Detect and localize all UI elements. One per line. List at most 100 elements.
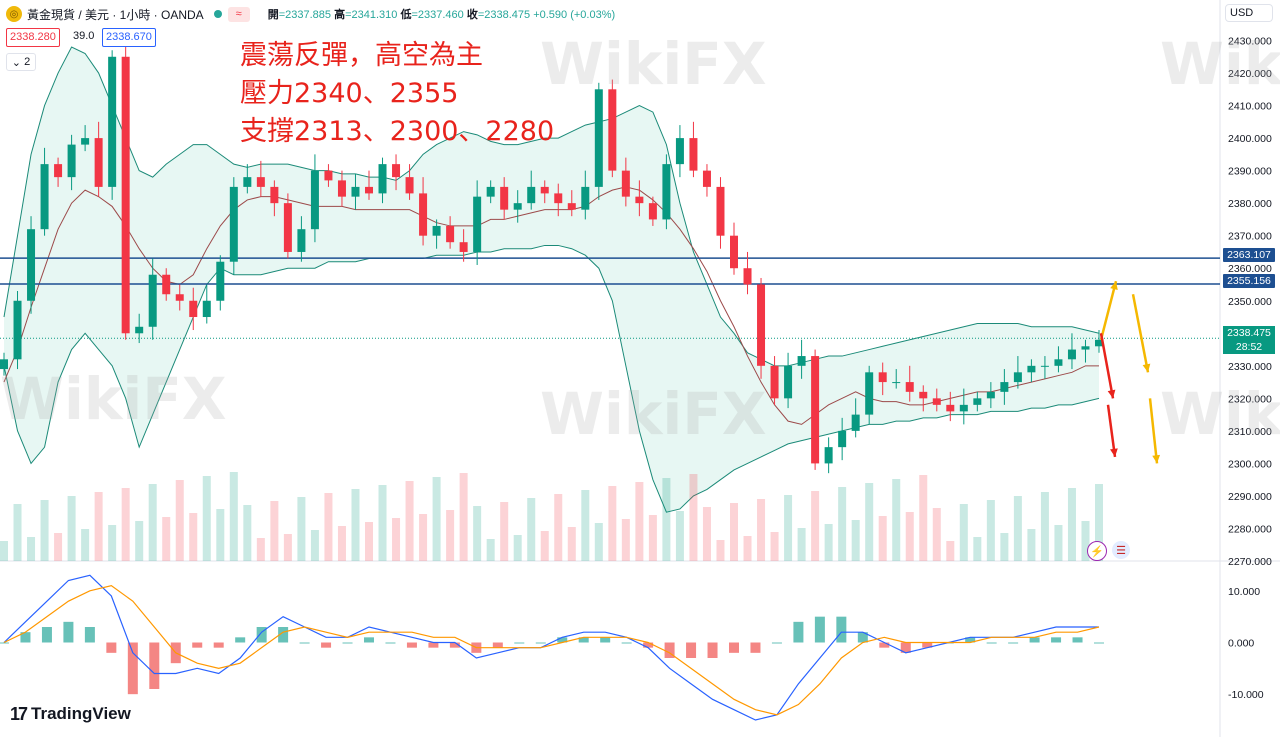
volume-bar <box>162 517 171 561</box>
candle-body <box>608 89 617 171</box>
forecast-arrow-head <box>1110 448 1118 457</box>
approx-badge[interactable]: ≈ <box>227 6 250 22</box>
close-value: =2338.475 <box>477 9 531 21</box>
candle-body <box>473 196 482 252</box>
candle-body <box>405 177 414 194</box>
bar-countdown: 28:52 <box>1235 341 1263 353</box>
macd-histogram-bar <box>986 642 997 644</box>
forecast-arrow-head <box>1142 363 1151 373</box>
macd-histogram-bar <box>1094 642 1104 644</box>
tradingview-mark-icon: 17 <box>10 703 28 724</box>
volume-bar <box>567 527 576 561</box>
macd-histogram-bar <box>686 642 697 658</box>
candle-body <box>270 186 279 204</box>
volume-bar <box>743 536 752 561</box>
volume-bar <box>108 525 117 561</box>
us-flag-icon[interactable]: ☰ <box>1112 541 1130 559</box>
symbol-header: ◎ 黃金現貨 / 美元 · 1小時 · OANDA ≈ 開=2337.885 高… <box>6 5 615 23</box>
macd-histogram-bar <box>643 642 654 648</box>
volume-bar <box>1013 496 1022 561</box>
lightning-icon[interactable]: ⚡ <box>1087 541 1107 561</box>
candle-body <box>527 186 536 204</box>
macd-histogram-bar <box>342 642 353 644</box>
symbol-title[interactable]: 黃金現貨 / 美元 · 1小時 · OANDA <box>27 7 204 22</box>
candle-body <box>432 225 441 236</box>
candle-body <box>919 391 928 399</box>
price-tick-label: 2320.000 <box>1228 393 1272 405</box>
candle-body <box>851 414 860 431</box>
bollinger-band-fill <box>4 47 1099 513</box>
market-open-dot-icon <box>213 10 222 18</box>
candle-body <box>757 284 766 366</box>
forecast-arrow-shaft <box>1131 294 1150 373</box>
macd-histogram-bar <box>750 642 761 653</box>
sell-price-button[interactable]: 2338.280 <box>6 28 60 47</box>
candle-body <box>175 294 184 301</box>
macd-histogram-bar <box>127 642 138 695</box>
volume-bar <box>500 502 509 561</box>
macd-histogram-bar <box>793 621 804 643</box>
spread-value: 39.0 <box>73 30 95 42</box>
candle-body <box>67 144 76 178</box>
currency-selector[interactable]: USD <box>1225 4 1273 22</box>
candle-body <box>513 203 522 210</box>
candle-body <box>770 365 779 399</box>
macd-histogram-bar <box>922 642 933 648</box>
volume-bar <box>730 503 738 561</box>
candle-body <box>662 164 671 220</box>
macd-histogram-bar <box>1008 642 1019 644</box>
macd-histogram-bar <box>514 642 525 644</box>
price-tick-label: 2330.000 <box>1228 361 1272 373</box>
macd-histogram-bar <box>600 637 611 643</box>
candle-body <box>81 138 90 145</box>
candle-body <box>689 138 698 171</box>
macd-histogram-bar <box>557 637 568 643</box>
macd-histogram-bar <box>20 632 31 643</box>
volume-bar <box>189 513 198 561</box>
forecast-arrow-shaft <box>1148 398 1159 464</box>
resistance-low-label: 2355.156 <box>1223 274 1275 288</box>
candle-body <box>1081 346 1090 350</box>
volume-bar <box>675 511 684 561</box>
price-tick-label: 2380.000 <box>1228 198 1272 210</box>
volume-bar <box>283 534 292 561</box>
volume-bar <box>959 504 968 561</box>
candle-body <box>635 196 644 204</box>
buy-price-button[interactable]: 2338.670 <box>102 28 156 47</box>
volume-bar <box>851 520 860 561</box>
tradingview-logo[interactable]: 17 TradingView <box>10 704 131 724</box>
macd-histogram-bar <box>235 637 246 643</box>
volume-bar <box>27 537 36 561</box>
volume-bar <box>270 501 279 561</box>
macd-histogram-bar <box>836 616 847 643</box>
volume-bar <box>608 486 617 561</box>
forecast-arrow-shaft <box>1099 280 1118 341</box>
candle-body <box>54 164 63 178</box>
volume-bar <box>527 498 536 561</box>
volume-bar <box>67 496 76 561</box>
price-tick-label: 2300.000 <box>1228 458 1272 470</box>
macd-histogram-bar <box>149 642 160 689</box>
macd-histogram-bar <box>63 621 74 643</box>
candle-body <box>973 398 982 405</box>
macd-histogram-bar <box>84 627 95 643</box>
macd-tick-label: -10.000 <box>1228 689 1264 701</box>
macd-histogram-bar <box>449 642 460 648</box>
indicators-toggle-button[interactable]: ⌄ 2 <box>6 53 36 71</box>
candle-body <box>392 164 401 178</box>
macd-histogram-bar <box>1072 637 1083 643</box>
volume-bar <box>1040 492 1049 561</box>
candle-body <box>986 391 995 399</box>
volume-bar <box>513 535 522 561</box>
candle-body <box>256 177 265 187</box>
volume-bar <box>486 539 495 561</box>
bollinger-lower-line <box>3 244 1100 513</box>
price-tick-label: 2410.000 <box>1228 101 1272 113</box>
volume-bar <box>135 521 144 561</box>
volume-bar <box>635 482 644 561</box>
volume-bar <box>297 497 306 561</box>
forecast-arrow-head <box>1110 281 1118 291</box>
candle-body <box>446 225 455 243</box>
candle-body <box>824 447 833 464</box>
